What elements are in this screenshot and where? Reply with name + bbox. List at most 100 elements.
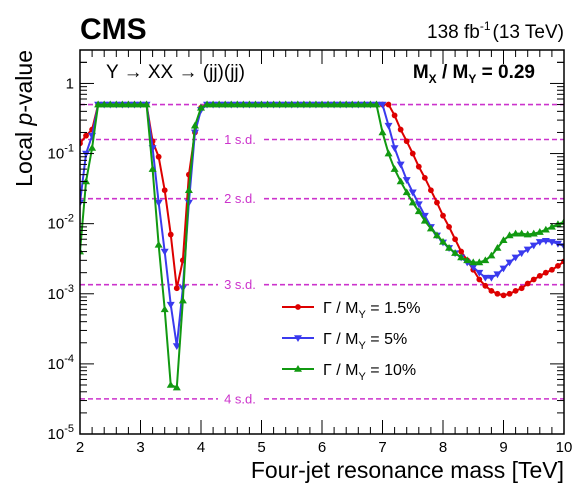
x-tick-label: 9 [499,439,507,456]
legend-entry-prefix: Γ / M [323,331,358,348]
legend-entry-suffix: = 10% [366,362,416,379]
series-2-point [541,237,550,245]
series-3-point [475,258,484,266]
y-tick-exponent: -1 [64,143,74,155]
y-tick-label: 10-3 [48,283,74,303]
series-3-point [281,100,290,108]
series-3-point [318,100,326,108]
series-3-point [324,100,333,108]
y-axis-title-italic: p [11,112,37,126]
y-tick-base: 10 [48,216,65,233]
series-3-point [136,100,145,108]
y-tick-label: 10-5 [48,423,74,443]
series-3-point [493,243,502,251]
series-3-point [263,100,272,108]
series-3-point [227,100,236,108]
y-tick-exponent: -4 [64,353,74,365]
significance-label-bg [218,132,262,147]
series-1-point [518,285,525,292]
legend-entry-subscript: Y [358,340,366,352]
series-1-point [524,280,531,287]
series-1-point [446,223,452,230]
series-3-point [523,230,532,238]
series-1-line [80,103,564,297]
series-3-point [154,240,163,248]
series-2-point [166,301,175,309]
series-2-point [517,250,526,258]
series-1-point [482,282,489,289]
series-3-point [372,100,381,108]
legend-marker-2 [294,335,302,342]
series-2-point [547,239,556,246]
series-3-point [481,256,490,264]
series-3-point [384,149,393,157]
significance-label: 1 s.d. [224,132,256,147]
series-1-point [549,266,555,273]
series-3-point [342,100,351,108]
significance-label: 3 s.d. [224,277,256,292]
series-3-point [463,256,472,264]
legend-entry-prefix: Γ / M [323,300,358,317]
series-3-point [142,100,151,108]
series-1-point [167,231,174,238]
series-2-point [469,264,478,272]
series-3-point [118,100,127,108]
y-tick-label: 10-4 [48,353,74,373]
x-tick-label: 8 [439,439,447,456]
series-3-point [148,165,157,172]
series-3-point [82,177,91,185]
lumi-suffix: (13 TeV) [493,22,564,43]
series-3-point [408,198,417,206]
series-2-point [475,269,484,277]
series-3-point [336,100,345,108]
x-tick-label: 2 [76,439,84,456]
series-3-point [287,100,296,108]
series-3-point [390,165,399,172]
series-3-point [505,231,514,239]
series-1-point [530,276,537,283]
y-tick-label: 10-1 [48,143,74,163]
series-3-point [257,100,266,108]
series-2-point [523,246,532,254]
series-3-point [378,128,387,136]
series-2-point [402,177,411,184]
lumi-prefix: 138 fb [427,22,480,43]
series-2-point [511,254,520,262]
series-3-point [88,144,97,151]
x-tick-label: 10 [556,439,573,456]
series-3-point [293,100,302,108]
series-3-point [396,177,405,185]
series-3-point [457,253,466,261]
y-tick-base: 10 [48,356,65,373]
series-3-point [245,100,254,108]
series-3-point [233,100,242,108]
series-1-point [161,187,168,194]
series-2-point [396,161,405,169]
mass-ratio-sub-y: Y [468,72,476,86]
series-1-point [409,150,416,157]
series-2-point [481,274,490,282]
series-3-point [215,100,224,108]
series-3-point [100,100,109,108]
series-3-point [311,100,320,108]
series-1-point [434,199,440,206]
series-3-point [251,100,260,108]
series-2-point [154,199,163,207]
series-3-point [499,236,508,244]
series-3-point [94,100,103,108]
series-2-point [80,199,84,207]
series-3-point [112,100,121,108]
series-1-point [500,292,507,299]
series-1-point [415,163,422,170]
x-tick-label: 6 [318,439,326,456]
luminosity-label: 138 fb-1 (13 TeV) [427,19,564,43]
y-tick-base: 10 [48,286,65,303]
series-3-point [547,222,556,230]
series-3-point [348,100,357,108]
series-3-point [166,380,175,388]
series-3-point [529,229,538,237]
series-3-point [541,225,550,233]
series-3-point [197,103,205,111]
series-1-point [385,101,392,108]
series-1-point [488,287,495,294]
